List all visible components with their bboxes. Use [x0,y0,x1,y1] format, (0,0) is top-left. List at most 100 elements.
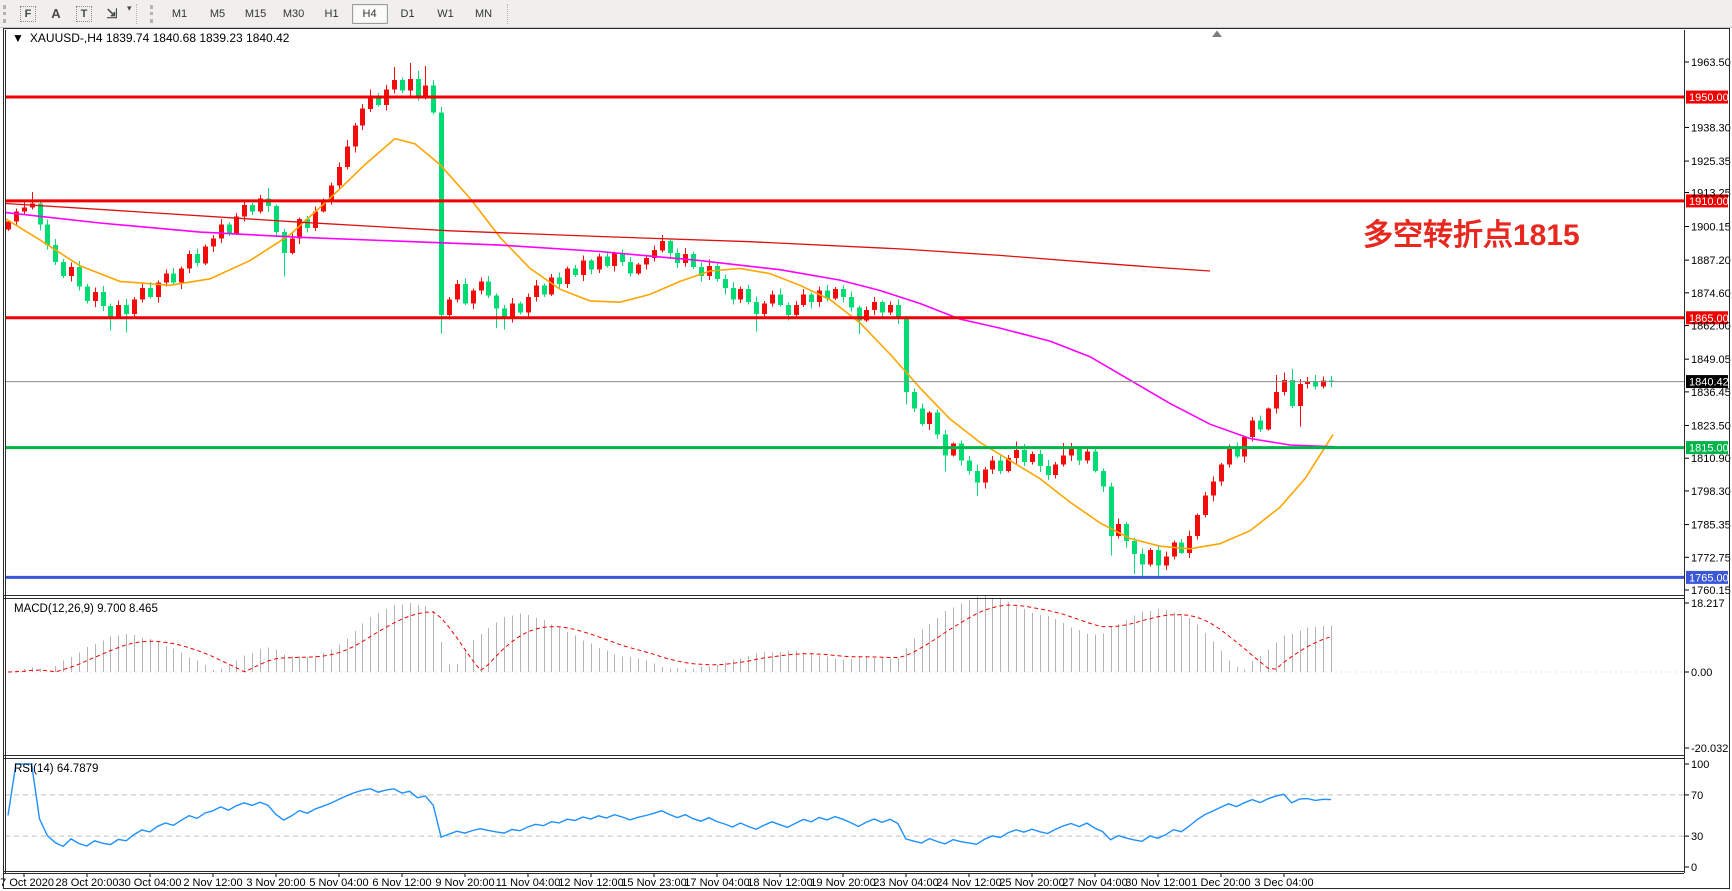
candle-body [1282,380,1287,392]
candle-body [368,95,373,109]
hline-1865-label-text: 1865.00 [1689,313,1729,325]
candle-body [171,273,176,283]
candle-body [1274,391,1279,409]
candle-body [770,294,775,304]
macd-axis-label: 0.00 [1691,667,1712,679]
chart-shift-marker-icon[interactable] [1212,30,1222,38]
hline-1765-label-text: 1765.00 [1689,572,1729,584]
candle-body [337,167,342,186]
candle-body [1290,380,1295,407]
candle-body [668,241,673,253]
candle-body [148,287,153,297]
candle-body [195,254,200,264]
rsi-axis-label: 70 [1691,790,1703,802]
chart-title: ▼ XAUUSD-,H4 1839.74 1840.68 1839.23 1840… [12,31,290,45]
candle-body [731,287,736,300]
price-tick-label: 1925.35 [1691,156,1731,168]
candle-body [959,443,964,461]
candle-body [486,281,491,296]
symbol-dropdown-icon[interactable]: ▼ [12,31,24,45]
draw-arrows-icon[interactable]: ⇲ [106,5,118,21]
candle-body [534,285,539,297]
candle-body [234,216,239,234]
candle-body [1203,495,1208,516]
candle-body [920,408,925,425]
price-tick-label: 1862.00 [1691,321,1731,333]
candle-body [124,304,129,314]
candle-body [1116,524,1121,536]
candle-body [140,287,145,300]
toolbar-drag-handle[interactable] [3,4,14,23]
candle-body [439,112,444,316]
timeframe-button-m1[interactable]: M1 [171,7,188,20]
timeframe-button-m15[interactable]: M15 [244,7,267,20]
candle-body [1069,448,1074,456]
candle-body [242,204,247,217]
timeframe-button-d1[interactable]: D1 [400,7,415,20]
timeframe-button-h4[interactable]: H4 [351,3,388,24]
candle-body [1101,470,1106,487]
timeframe-button-w1[interactable]: W1 [437,7,454,20]
toolbar-icons: F A T ⇲ ▾ [14,3,132,25]
candle-body [723,278,728,288]
candle-body [762,303,767,314]
candle-body [132,299,137,314]
candle-body [935,412,940,435]
timeframe-drag-handle[interactable] [149,4,161,23]
candle-body [872,302,877,310]
chart-canvas: 1950.00 1910.00 1865.00 1815.00 1765.00 1963.… [0,28,1731,889]
candle-body [463,284,468,304]
candle-body [636,264,641,274]
hline-1910-label [1686,194,1728,208]
time-axis-label: 28 Oct 20:00 [56,877,119,889]
time-axis-label: 12 Nov 12:00 [558,877,623,889]
candle-body [801,294,806,305]
rsi-axis-label: 30 [1691,831,1703,843]
time-axis-label: 27 Oct 2020 [0,877,54,889]
toolbar-separator-2 [506,3,514,24]
current-price-label [1686,375,1728,389]
ma-mid-magenta [5,211,1336,448]
candle-body [290,238,295,253]
time-axis-label: 1 Dec 20:00 [1191,877,1250,889]
toolbar-separator [135,3,143,24]
text-box-t-icon[interactable]: T [71,3,97,25]
timeframe-button-mn[interactable]: MN [474,7,493,20]
timeframe-button-h1[interactable]: H1 [324,7,339,20]
candle-body [227,224,232,234]
annotation-text[interactable]: 多空转折点1815 [1363,219,1580,252]
candle-body [61,261,66,277]
hline-1950-label-text: 1950.00 [1689,92,1729,104]
candle-body [557,277,562,284]
candle-body [360,108,365,126]
candle-body [1266,408,1271,430]
candle-body [1298,384,1303,407]
time-axis-label: 3 Nov 20:00 [246,877,305,889]
rsi-line [7,763,1332,848]
time-axis-label: 15 Nov 23:00 [621,877,686,889]
candle-body [1321,380,1326,387]
candle-body [943,434,948,456]
toolbar: F A T ⇲ ▾ M1 M5 M15 M30 H1 H4 D1 W1 MN [0,0,1732,28]
candle-body [857,307,862,321]
dropdown-caret-icon[interactable]: ▾ [127,2,132,13]
candle-body [1124,524,1129,542]
candlestick-series [6,62,1334,579]
candle-body [864,310,869,321]
candle-body [1148,550,1153,565]
candle-body [983,469,988,483]
time-axis-label: 30 Nov 12:00 [1125,877,1190,889]
templates-f-icon[interactable]: F [15,3,41,25]
timeframe-button-m30[interactable]: M30 [282,7,305,20]
candle-body [85,286,90,301]
candle-body [1093,451,1098,471]
candle-body [1227,447,1232,465]
price-tick-label: 1772.75 [1691,552,1731,564]
candle-body [321,199,326,212]
text-label-a-icon[interactable]: A [51,6,61,21]
candle-body [423,85,428,96]
timeframe-button-m5[interactable]: M5 [209,7,226,20]
hline-1950-label [1686,90,1728,104]
rsi-axis-label: 100 [1691,759,1709,771]
candle-body [305,219,310,229]
